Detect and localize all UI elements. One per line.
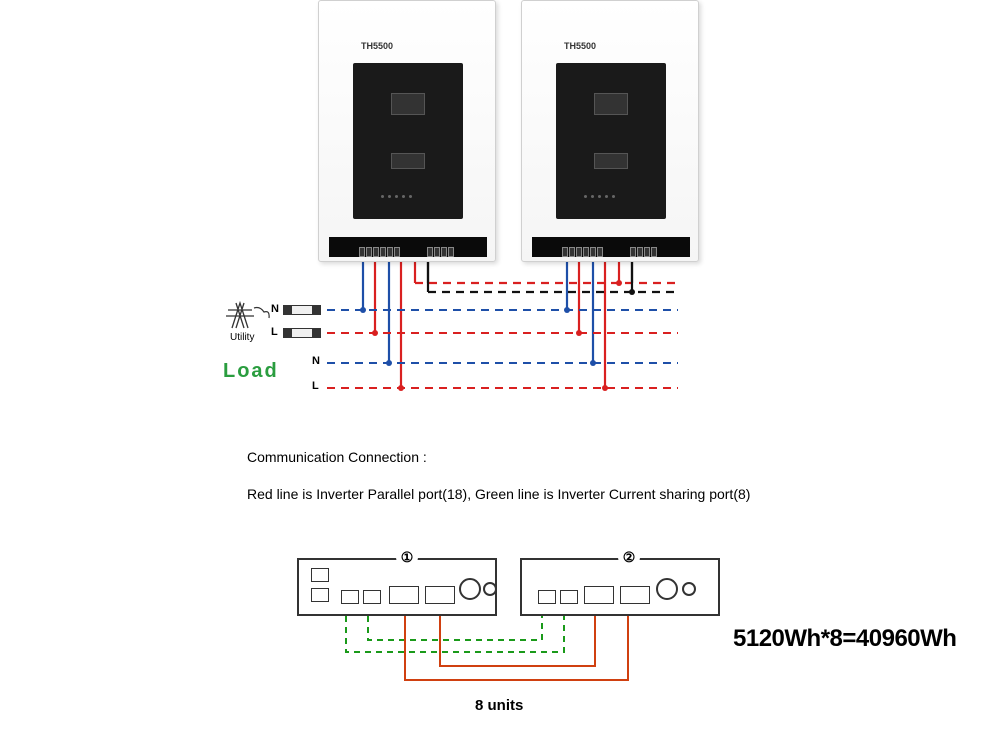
fuse-l <box>283 328 321 338</box>
fuse-n-letter: N <box>271 303 279 315</box>
comm-panel-2-num: ② <box>618 546 640 568</box>
inverter-model-label: TH5500 <box>564 41 596 51</box>
inverter-unit-2: TH5500 <box>521 0 699 262</box>
load-n-letter: N <box>312 355 320 367</box>
comm-panel-1-num: ① <box>396 546 418 568</box>
inverter-unit-1: TH5500 <box>318 0 496 262</box>
load-l-letter: L <box>312 380 319 392</box>
inverter-terminal-strip <box>532 237 690 257</box>
comm-text-block: Communication Connection : Red line is I… <box>247 445 750 507</box>
inverter-model-label: TH5500 <box>361 41 393 51</box>
utility-label: Utility <box>230 332 254 343</box>
inverter-front-panel <box>353 63 463 219</box>
units-label: 8 units <box>475 697 523 714</box>
inverter-front-panel <box>556 63 666 219</box>
power-wires <box>327 262 678 391</box>
utility-icon <box>226 303 269 328</box>
comm-panel-2 <box>520 558 720 616</box>
capacity-text: 5120Wh*8=40960Wh <box>733 625 956 653</box>
comm-panel-1 <box>297 558 497 616</box>
load-label: Load <box>223 360 279 383</box>
fuse-n <box>283 305 321 315</box>
comm-title: Communication Connection : <box>247 445 750 470</box>
comm-desc: Red line is Inverter Parallel port(18), … <box>247 482 750 507</box>
inverter-terminal-strip <box>329 237 487 257</box>
fuse-l-letter: L <box>271 326 278 338</box>
